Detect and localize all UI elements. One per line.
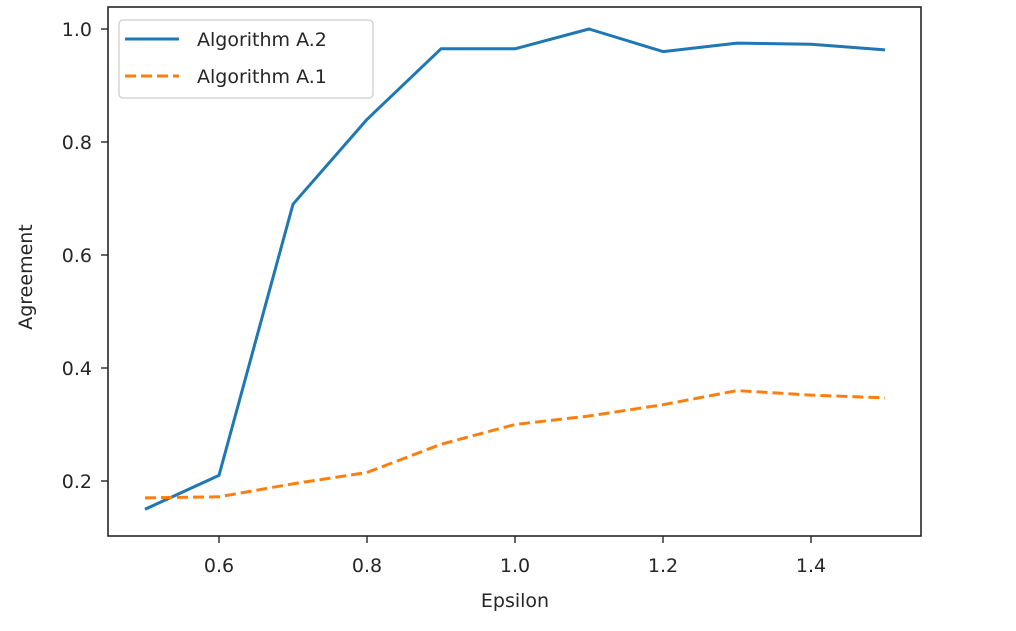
x-tick-label: 0.8 <box>352 555 382 577</box>
y-tick-label: 0.2 <box>62 471 92 493</box>
y-axis-label: Agreement <box>15 224 37 330</box>
plot-lines <box>144 27 886 511</box>
x-tick-label: 1.0 <box>500 555 530 577</box>
series-line-algorithm-a-1 <box>144 389 886 500</box>
series-line-algorithm-a-2 <box>144 27 886 511</box>
y-tick-label: 0.4 <box>62 358 92 380</box>
x-tick-label: 1.2 <box>648 555 678 577</box>
x-tick-label: 0.6 <box>204 555 234 577</box>
y-axis-ticks: 0.2 0.4 0.6 0.8 1.0 <box>62 19 108 493</box>
legend-box <box>118 19 374 99</box>
legend-label-a1: Algorithm A.1 <box>197 66 327 88</box>
x-axis-label: Epsilon <box>481 590 549 612</box>
y-tick-label: 1.0 <box>62 19 92 41</box>
legend: Algorithm A.2 Algorithm A.1 <box>118 19 374 99</box>
x-axis-ticks: 0.6 0.8 1.0 1.2 1.4 <box>204 536 826 577</box>
x-tick-label: 1.4 <box>796 555 826 577</box>
legend-label-a2: Algorithm A.2 <box>197 29 327 51</box>
y-tick-label: 0.8 <box>62 132 92 154</box>
y-tick-label: 0.6 <box>62 245 92 267</box>
